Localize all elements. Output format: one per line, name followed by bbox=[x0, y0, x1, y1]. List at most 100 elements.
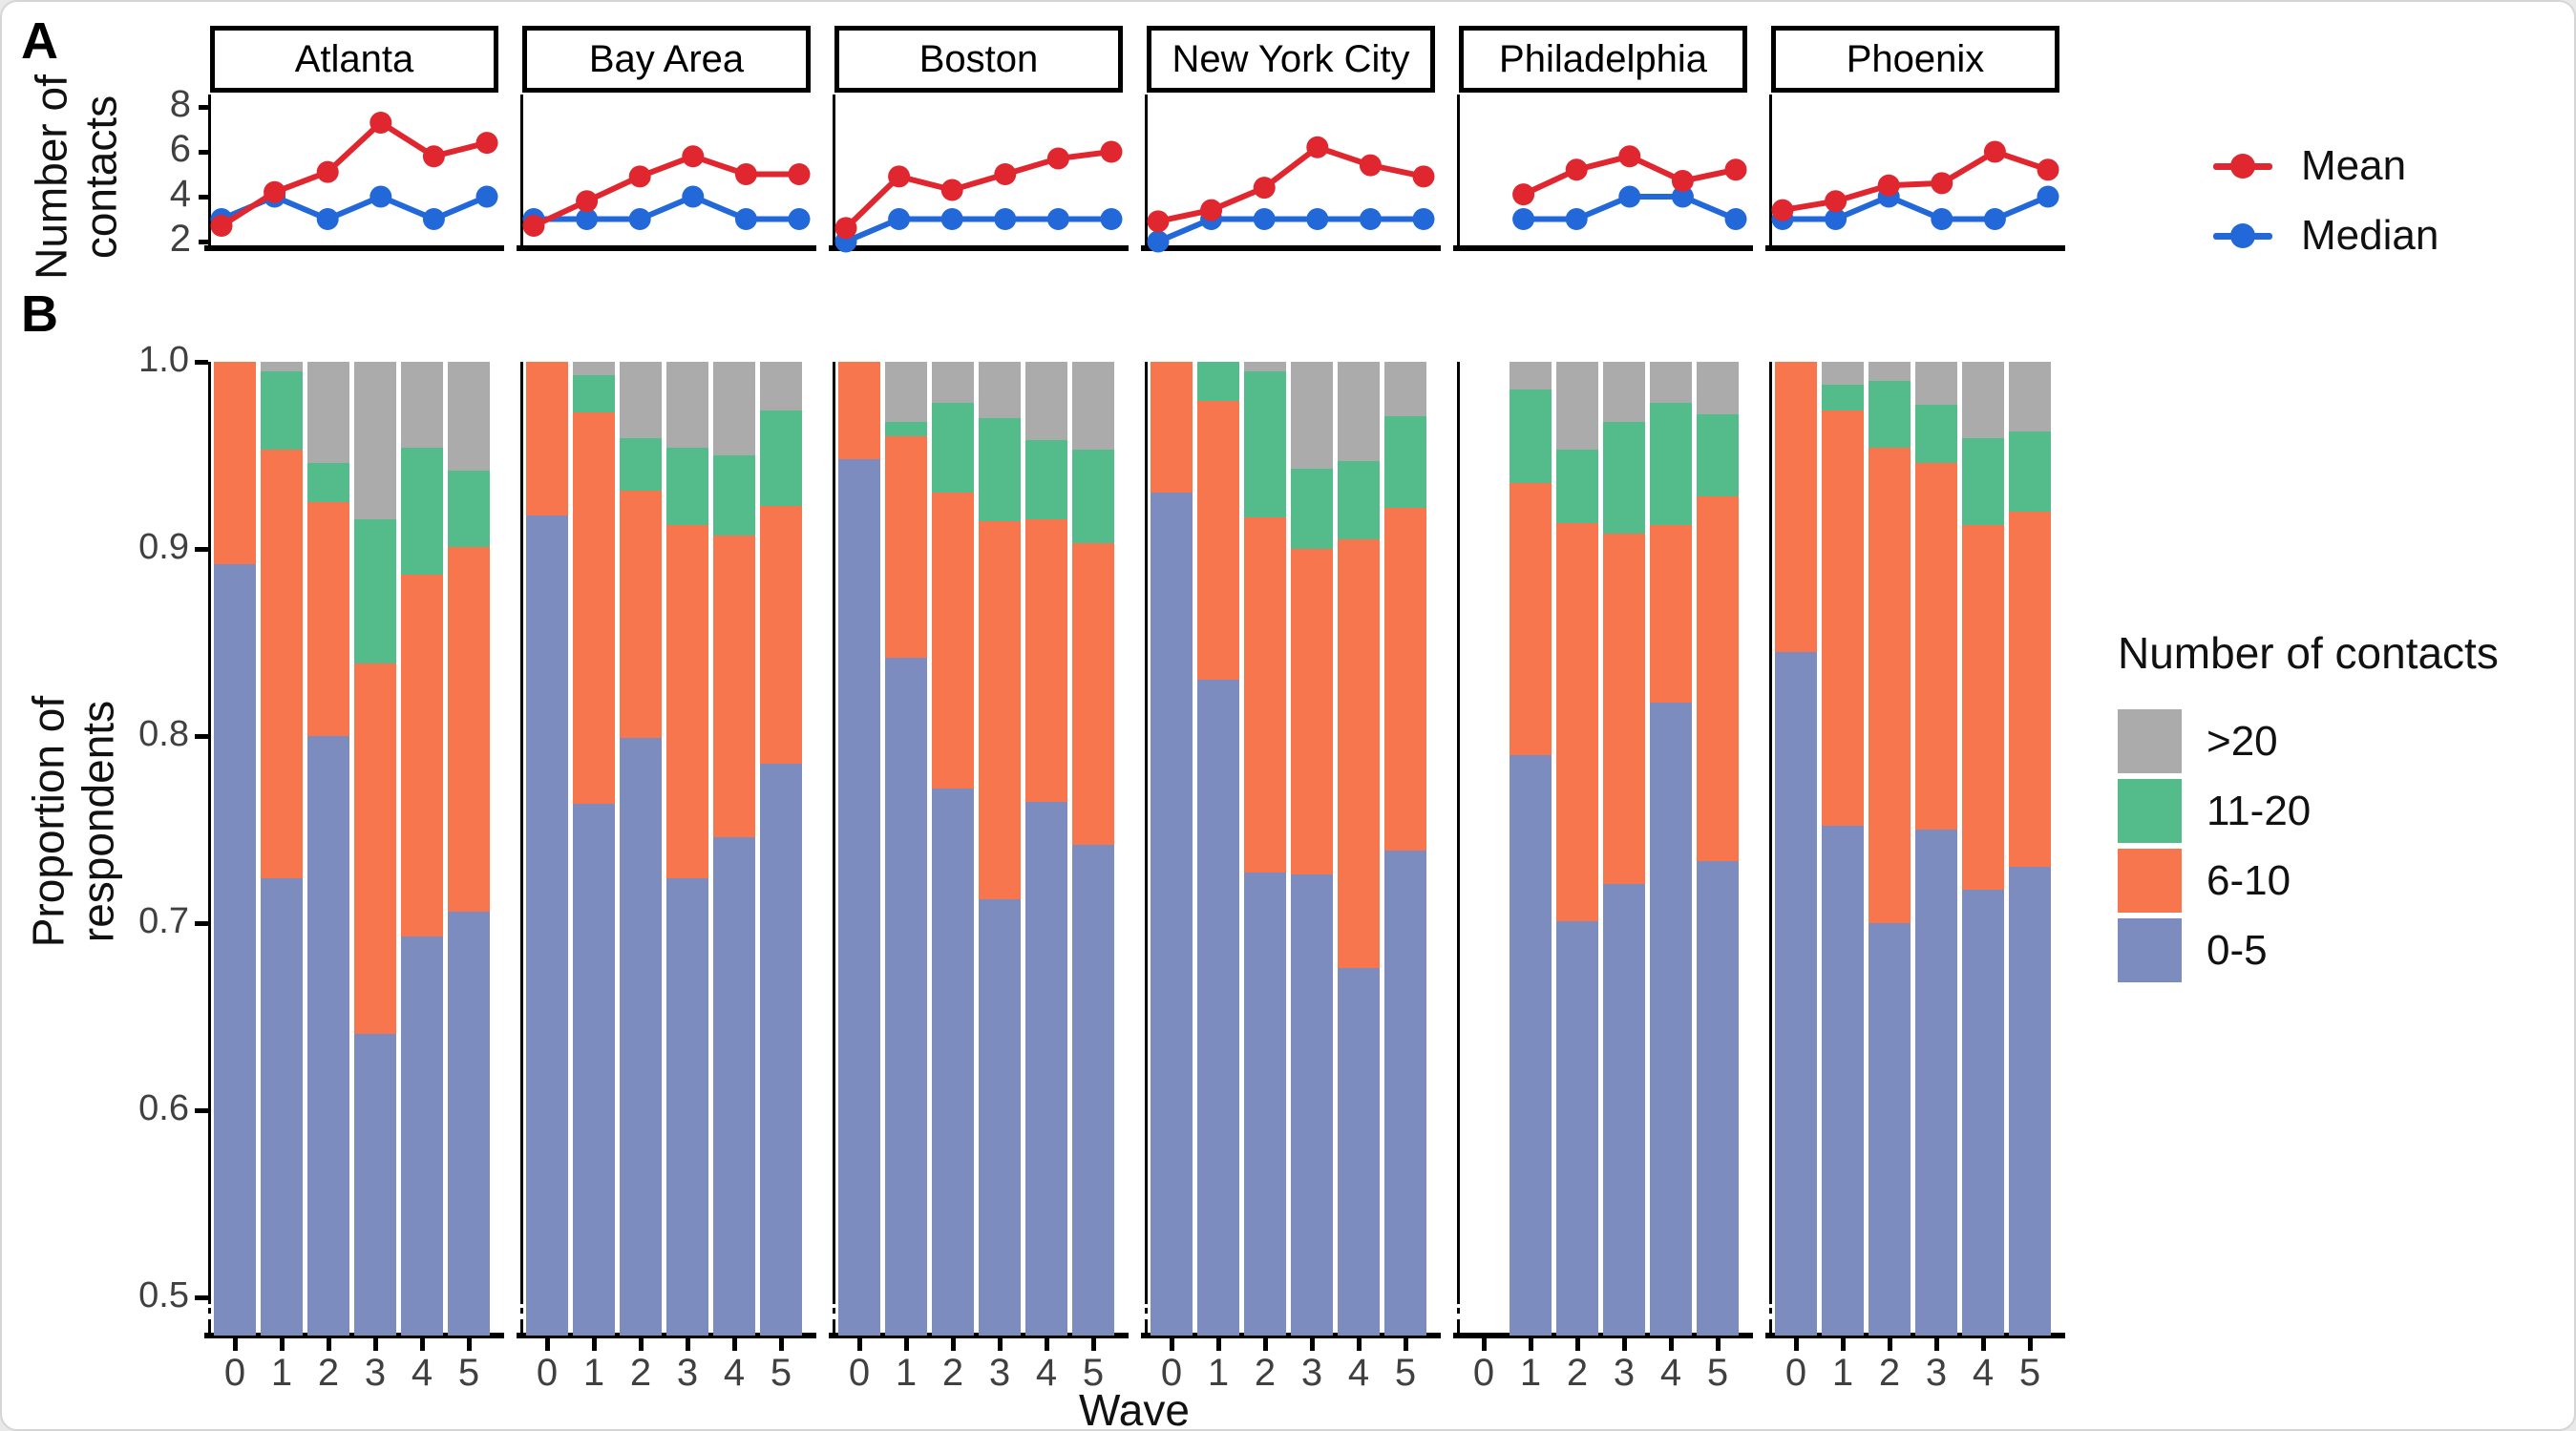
bar-segment-11-20 bbox=[261, 370, 303, 451]
bar-segment-gt20 bbox=[885, 362, 927, 422]
bar-segment-0-5 bbox=[885, 657, 927, 1336]
panel-b-y-tick bbox=[195, 1108, 208, 1113]
panel-a-y-axis-line bbox=[1145, 95, 1148, 251]
median-point bbox=[1565, 208, 1588, 230]
facet-title: Bay Area bbox=[522, 26, 811, 93]
panel-b-x-tick bbox=[1404, 1338, 1408, 1351]
bar-segment-gt20 bbox=[1510, 362, 1552, 390]
facet-title: Philadelphia bbox=[1459, 26, 1747, 93]
bar-segment-gt20 bbox=[2009, 362, 2051, 431]
bar-segment-11-20 bbox=[448, 470, 490, 548]
panel-b-x-tick bbox=[2028, 1338, 2033, 1351]
mean-point bbox=[1771, 199, 1794, 221]
median-point-icon bbox=[2230, 223, 2255, 248]
panel-b-y-axis-line bbox=[1145, 362, 1148, 1336]
panel-b-y-tick-label: 1.0 bbox=[138, 340, 189, 380]
bar-segment-6-10 bbox=[760, 505, 802, 765]
legend-item-label: 0-5 bbox=[2206, 926, 2268, 974]
bar-segment-6-10 bbox=[932, 493, 974, 789]
panel-b-x-tick-label: 3 bbox=[988, 1352, 1011, 1394]
median-point bbox=[576, 208, 599, 230]
bar-segment-6-10 bbox=[401, 575, 443, 936]
bar-segment-11-20 bbox=[1384, 415, 1426, 508]
panel-b-y-tick-label: 0.7 bbox=[138, 901, 189, 941]
mean-point bbox=[940, 179, 963, 201]
bar-segment-11-20 bbox=[1510, 389, 1552, 484]
panel-a-y-axis-line bbox=[208, 95, 211, 251]
bar-segment-6-10 bbox=[1869, 448, 1911, 923]
panel-b-x-tick-label: 5 bbox=[1394, 1352, 1417, 1394]
panel-b-x-tick bbox=[1841, 1338, 1846, 1351]
panel-b-x-tick-label: 0 bbox=[536, 1352, 559, 1394]
panel-a-y-axis-line bbox=[833, 95, 835, 251]
axis-break-dash bbox=[208, 1308, 211, 1314]
bar-segment-0-5 bbox=[1384, 850, 1426, 1336]
mean-point bbox=[1724, 158, 1747, 181]
bar-segment-6-10 bbox=[1962, 524, 2004, 890]
bar-segment-6-10 bbox=[1072, 543, 1114, 845]
panel-b-x-tick bbox=[1357, 1338, 1362, 1351]
panel-a-y-tick-label: 6 bbox=[169, 128, 191, 170]
bar-segment-gt20 bbox=[760, 362, 802, 410]
mean-line bbox=[1782, 148, 2049, 214]
panel-b-x-tick bbox=[686, 1338, 690, 1351]
median-point bbox=[888, 208, 911, 230]
bar-segment-gt20 bbox=[620, 362, 662, 439]
bar-segment-11-20 bbox=[713, 455, 755, 537]
panel-b-x-tick-label: 5 bbox=[457, 1352, 480, 1394]
panel-a-label: A bbox=[21, 12, 58, 70]
facet-title: Atlanta bbox=[210, 26, 498, 93]
panel-b-x-tick-label: 3 bbox=[676, 1352, 699, 1394]
bar-segment-0-5 bbox=[1338, 968, 1380, 1336]
bar-segment-0-5 bbox=[1197, 680, 1239, 1336]
bar-segment-11-20 bbox=[1869, 380, 1911, 449]
bar-segment-6-10 bbox=[1822, 410, 1864, 827]
panel-b-x-tick bbox=[1622, 1338, 1627, 1351]
median-point bbox=[788, 208, 811, 230]
contacts-line-chart bbox=[1771, 140, 2059, 230]
panel-a-y-axis-title-line1: Number of bbox=[26, 74, 76, 280]
bar-segment-gt20 bbox=[1291, 362, 1333, 469]
bar-segment-0-5 bbox=[1962, 889, 2004, 1336]
median-point bbox=[628, 208, 651, 230]
bar-segment-0-5 bbox=[1151, 493, 1193, 1336]
median-point bbox=[994, 208, 1017, 230]
legend-item-11-20: 11-20 bbox=[2118, 779, 2499, 843]
legend-panel-b: Number of contacts >20 11-20 6-10 0-5 bbox=[2118, 627, 2499, 988]
mean-point bbox=[264, 180, 286, 203]
bar-segment-11-20 bbox=[573, 374, 615, 412]
legend-swatch-icon bbox=[2118, 709, 2182, 773]
bar-segment-6-10 bbox=[1291, 549, 1333, 875]
panel-b-x-axis-line bbox=[829, 1333, 1129, 1338]
mean-point bbox=[576, 190, 599, 213]
mean-point bbox=[1983, 140, 2006, 163]
panel-a-x-axis-line bbox=[517, 245, 816, 251]
mean-point bbox=[522, 215, 545, 238]
bar-segment-0-5 bbox=[666, 877, 708, 1336]
bar-segment-6-10 bbox=[448, 547, 490, 913]
legend-swatch-icon bbox=[2118, 918, 2182, 982]
panel-b-x-tick bbox=[1575, 1338, 1580, 1351]
median-point bbox=[370, 185, 392, 208]
panel-b-x-tick bbox=[1170, 1338, 1174, 1351]
mean-point bbox=[1359, 154, 1382, 177]
legend-item-label: 6-10 bbox=[2206, 856, 2291, 904]
panel-b-x-tick bbox=[1794, 1338, 1799, 1351]
bar-segment-6-10 bbox=[1197, 401, 1239, 681]
bar-segment-gt20 bbox=[1962, 362, 2004, 439]
bar-segment-gt20 bbox=[401, 362, 443, 449]
panel-b-y-axis-line bbox=[520, 362, 523, 1336]
panel-b-x-tick bbox=[1045, 1338, 1049, 1351]
bar-segment-gt20 bbox=[1025, 362, 1067, 441]
bar-segment-11-20 bbox=[1338, 460, 1380, 540]
median-point bbox=[1931, 208, 1953, 230]
panel-b-x-tick-label: 0 bbox=[1160, 1352, 1183, 1394]
mean-point bbox=[422, 145, 445, 168]
median-point bbox=[1306, 208, 1329, 230]
panel-b-x-tick-label: 1 bbox=[582, 1352, 605, 1394]
bar-segment-6-10 bbox=[1151, 362, 1193, 494]
bar-segment-11-20 bbox=[932, 403, 974, 494]
legend-item-mean: Mean bbox=[2213, 142, 2439, 189]
panel-b-x-tick bbox=[1669, 1338, 1674, 1351]
mean-point bbox=[1512, 183, 1535, 206]
